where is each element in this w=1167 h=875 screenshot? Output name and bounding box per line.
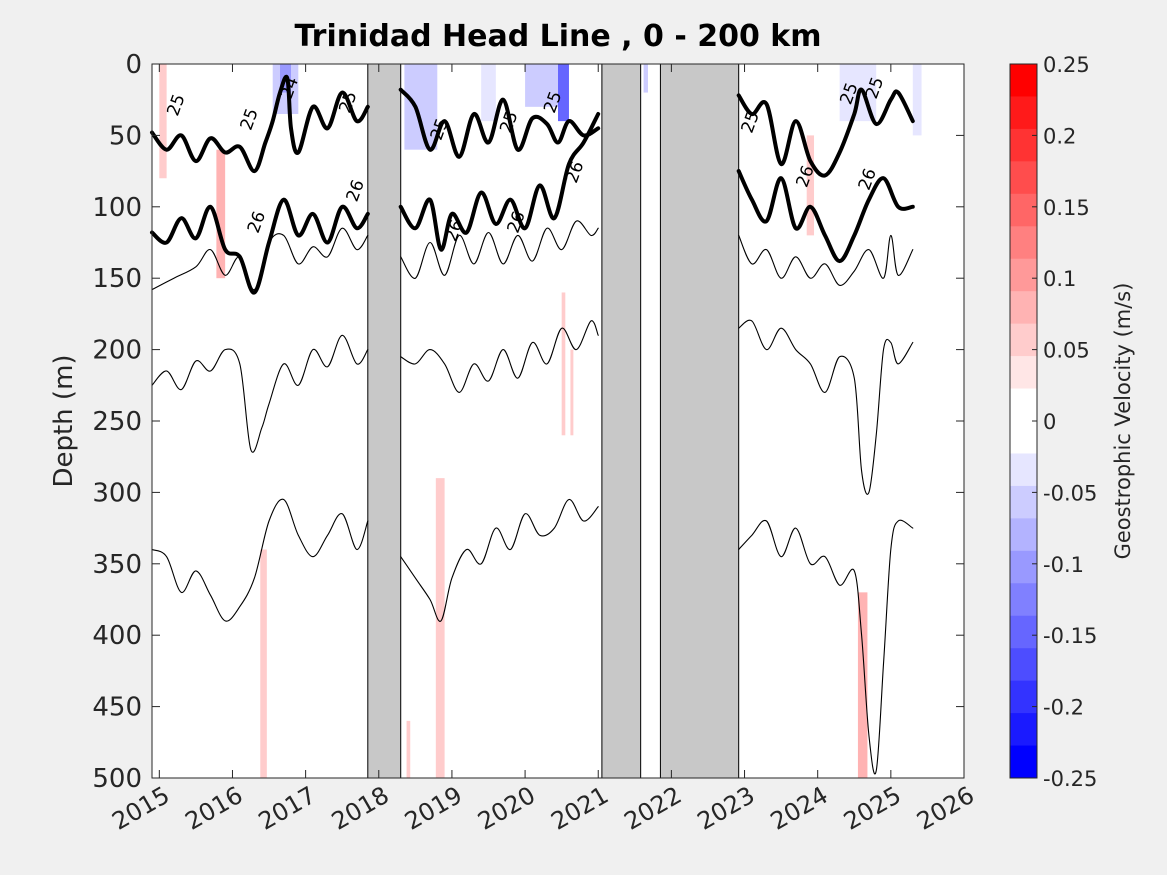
x-tick-label: 2024	[766, 781, 833, 836]
colorbar-segment	[1010, 713, 1037, 747]
colorbar-segment	[1010, 226, 1037, 260]
velocity-patch	[260, 549, 267, 778]
colorbar-segment	[1010, 258, 1037, 292]
x-tick-label: 2016	[181, 781, 248, 836]
velocity-patch	[552, 606, 558, 778]
plot-area-background	[152, 64, 964, 778]
velocity-patch	[561, 292, 566, 436]
isopycnal-contour-thick	[736, 87, 915, 178]
data-gap-bar	[367, 63, 402, 779]
velocity-patch	[481, 64, 496, 122]
x-tick-label: 2023	[693, 781, 760, 836]
colorbar-segment	[1010, 485, 1037, 519]
isopycnal-contour-thin	[151, 334, 369, 453]
isopycnal-contour-thin	[400, 220, 599, 279]
colorbar-segment	[1010, 550, 1037, 584]
y-tick-label: 250	[92, 407, 142, 437]
y-tick-label: 400	[92, 621, 142, 651]
colorbar-segment	[1010, 161, 1037, 195]
colorbar-segment	[1010, 648, 1037, 682]
chart-title: Trinidad Head Line , 0 - 200 km	[294, 19, 821, 54]
colorbar-tick-label: 0	[1043, 410, 1056, 434]
isopycnal-contour-thin	[151, 227, 369, 291]
isopycnal-contour-thin	[738, 319, 914, 495]
colorbar-segment	[1010, 680, 1037, 714]
y-tick-label: 500	[92, 764, 142, 794]
colorbar-tick-label: -0.15	[1043, 624, 1097, 648]
velocity-patch	[857, 592, 868, 778]
isopycnal-contour-thin	[400, 320, 599, 393]
y-tick-label: 350	[92, 550, 142, 580]
velocity-patch	[806, 135, 815, 236]
x-tick-label: 2025	[839, 781, 906, 836]
colorbar-segment	[1010, 64, 1037, 97]
y-tick-label: 50	[109, 121, 142, 151]
isopycnal-contour-thick	[150, 74, 370, 174]
colorbar-segment	[1010, 615, 1037, 649]
y-tick-label: 100	[92, 193, 142, 223]
colorbar-tick-label: -0.1	[1043, 553, 1084, 577]
data-gap-bar	[601, 63, 642, 779]
velocity-patch	[159, 64, 167, 179]
velocity-patch	[570, 349, 574, 436]
colorbar-tick-label: 0.25	[1043, 53, 1090, 77]
colorbar: 0.25 0.2 0.15 0.1 0.05 0 -0.05 -0.1 -0.15 -0.2 -0.…	[1009, 53, 1097, 791]
colorbar-tick-label: 0.05	[1043, 339, 1090, 363]
y-axis: 0 50 100 150 200 250 300 350 400 450 500	[92, 50, 964, 794]
colorbar-segment	[1010, 356, 1037, 390]
x-tick-label: 2020	[473, 781, 540, 836]
x-tick-label: 2022	[619, 781, 686, 836]
colorbar-label: Geostrophic Velocity (m/s)	[1111, 283, 1135, 560]
isopycnal-contour-thin	[738, 519, 914, 775]
isopycnal-contour-thick	[150, 197, 370, 295]
y-tick-label: 0	[125, 50, 142, 80]
colorbar-segment	[1010, 745, 1037, 779]
colorbar-tick-label: 0.15	[1043, 196, 1090, 220]
colorbar-tick-label: -0.25	[1043, 767, 1097, 791]
isopycnal-contour-thick	[398, 87, 601, 159]
colorbar-tick-label: 0.2	[1043, 124, 1076, 148]
y-tick-label: 450	[92, 693, 142, 723]
colorbar-segment	[1010, 128, 1037, 162]
velocity-patch	[643, 64, 648, 93]
isopycnal-contour-thin	[400, 498, 599, 622]
colorbar-segment	[1010, 193, 1037, 227]
x-tick-label: 2026	[912, 781, 979, 836]
colorbar-segment	[1010, 583, 1037, 617]
colorbar-segment	[1010, 323, 1037, 357]
colorbar-segment	[1010, 518, 1037, 552]
colorbar-segment	[1010, 388, 1037, 422]
x-tick-label: 2021	[546, 781, 613, 836]
data-gap-bar	[659, 63, 740, 779]
velocity-patch	[406, 720, 411, 778]
isopycnal-contour-thick	[398, 112, 601, 252]
x-tick-label: 2018	[327, 781, 394, 836]
colorbar-segment	[1010, 421, 1037, 454]
y-tick-label: 150	[92, 264, 142, 294]
velocity-patch	[435, 478, 445, 778]
data-gaps	[367, 63, 740, 779]
colorbar-tick-label: 0.1	[1043, 267, 1076, 291]
isopycnal-contours	[150, 74, 915, 775]
colorbar-segment	[1010, 453, 1037, 487]
velocity-patch	[912, 64, 922, 136]
isopycnal-contour-thick	[736, 169, 915, 264]
velocity-patch	[216, 149, 226, 279]
y-tick-label: 200	[92, 336, 142, 366]
velocity-patch	[558, 64, 569, 122]
y-tick-label: 300	[92, 478, 142, 508]
colorbar-tick-label: -0.2	[1043, 696, 1084, 720]
velocity-patch	[845, 592, 853, 778]
isopycnal-contour-thin	[738, 234, 914, 286]
colorbar-tick-label: -0.05	[1043, 481, 1097, 505]
x-tick-label: 2017	[254, 781, 321, 836]
colorbar-segment	[1010, 291, 1037, 325]
velocity-patch	[404, 64, 438, 150]
x-tick-label: 2019	[400, 781, 467, 836]
y-axis-label: Depth (m)	[49, 354, 79, 487]
colorbar-segment	[1010, 96, 1037, 130]
isopycnal-contour-thin	[151, 498, 369, 622]
